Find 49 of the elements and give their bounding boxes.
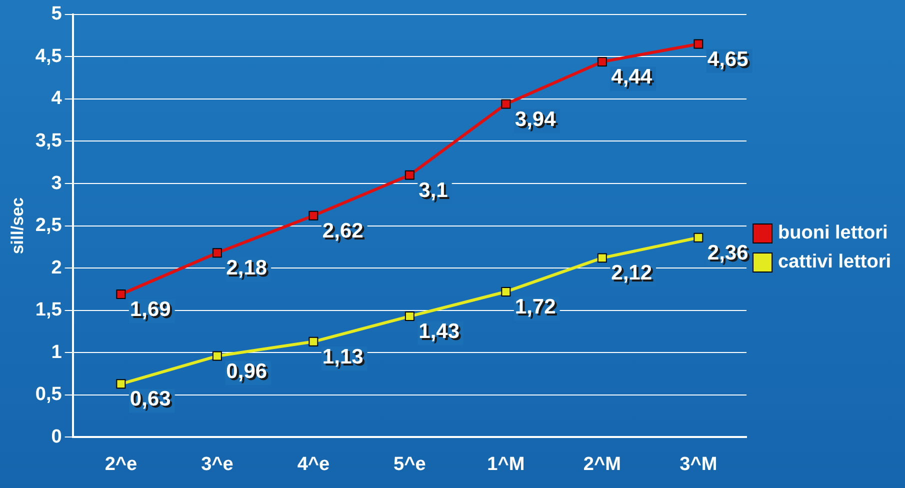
point: [501, 99, 511, 109]
x-tick-label: 4^e: [297, 454, 330, 475]
point: [212, 248, 222, 258]
data-label: 1,13: [322, 345, 364, 368]
x-tick-label: 5^e: [394, 454, 426, 475]
x-tick-label: 1^M: [487, 454, 525, 475]
point: [501, 287, 511, 296]
y-tick-label: 1,5: [35, 300, 62, 321]
y-tick-label: 2: [51, 257, 62, 278]
data-label: 4,65: [707, 48, 749, 71]
data-label: 0,96: [226, 360, 268, 383]
point: [694, 39, 704, 49]
legend-label: cattivi lettori: [778, 252, 892, 273]
point: [116, 290, 126, 300]
data-label: 3,1: [418, 178, 448, 202]
y-tick-label: 2,5: [35, 215, 62, 236]
y-tick-label: 3,5: [35, 130, 62, 152]
data-label: 2,12: [611, 262, 652, 285]
data-label: 2,18: [226, 256, 268, 280]
y-tick-label: 3: [51, 172, 62, 194]
data-label: 1,72: [514, 296, 556, 319]
data-label: 3,94: [514, 108, 556, 131]
y-tick-label: 4: [51, 88, 62, 110]
x-tick-label: 3^M: [680, 454, 718, 475]
data-label: 2,62: [322, 219, 364, 242]
point: [694, 232, 704, 242]
data-label: 2,36: [707, 241, 748, 264]
y-tick-label: 0,5: [35, 384, 62, 406]
point: [116, 379, 126, 389]
point: [404, 312, 414, 322]
x-tick-label: 3^e: [201, 454, 234, 475]
point: [597, 57, 607, 66]
y-tick-label: 4,5: [35, 46, 62, 67]
x-tick-label: 2^e: [104, 454, 138, 475]
point: [404, 170, 414, 180]
point: [308, 336, 318, 346]
legend-label: buoni lettori: [778, 222, 888, 244]
point: [212, 351, 222, 361]
y-tick-label: 0: [51, 426, 62, 448]
data-label: 1,43: [418, 320, 460, 344]
data-label: 1,69: [130, 298, 171, 322]
point: [308, 210, 318, 220]
y-tick-label: 1: [51, 342, 62, 363]
x-tick-label: 2^M: [583, 454, 621, 475]
data-label: 0,63: [130, 388, 171, 411]
point: [597, 253, 607, 263]
data-label: 4,44: [611, 66, 652, 89]
y-axis-title: sill/sec: [8, 197, 27, 254]
y-tick-label: 5: [51, 4, 62, 25]
